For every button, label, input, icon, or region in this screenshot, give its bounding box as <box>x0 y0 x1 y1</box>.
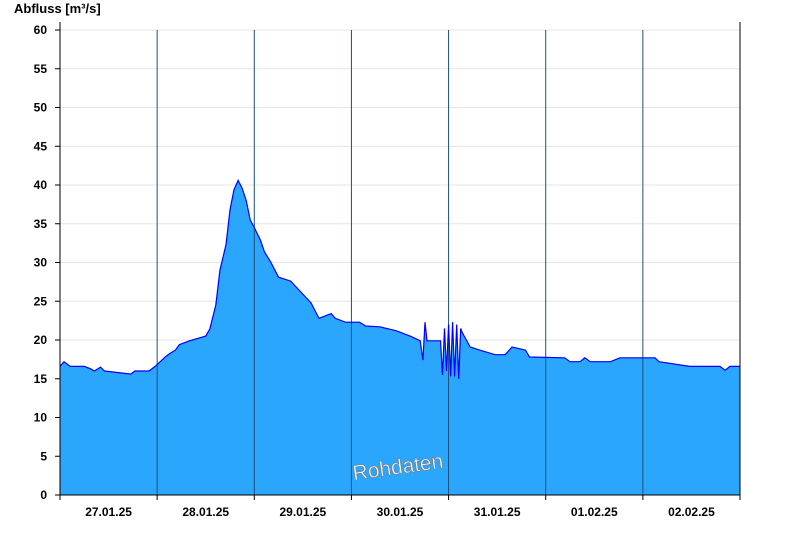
y-tick-label: 30 <box>34 256 48 270</box>
y-tick-label: 20 <box>34 333 48 347</box>
y-tick-label: 50 <box>34 101 48 115</box>
x-tick-label: 30.01.25 <box>377 505 424 519</box>
y-axis-label: Abfluss [m³/s] <box>14 1 101 16</box>
x-tick-label: 01.02.25 <box>571 505 618 519</box>
x-tick-label: 28.01.25 <box>182 505 229 519</box>
y-tick-label: 60 <box>34 23 48 37</box>
y-tick-label: 35 <box>34 217 48 231</box>
y-tick-label: 55 <box>34 62 48 76</box>
y-tick-label: 5 <box>40 449 47 463</box>
discharge-area <box>60 180 740 495</box>
y-tick-label: 15 <box>34 372 48 386</box>
x-tick-label: 29.01.25 <box>279 505 326 519</box>
x-tick-label: 31.01.25 <box>474 505 521 519</box>
x-tick-label: 02.02.25 <box>668 505 715 519</box>
y-tick-label: 0 <box>40 488 47 502</box>
x-tick-label: 27.01.25 <box>85 505 132 519</box>
x-ticks: 27.01.25 28.01.25 29.01.25 30.01.25 31.01.25… <box>59 495 741 519</box>
y-tick-label: 40 <box>34 178 48 192</box>
y-tick-label: 10 <box>34 411 48 425</box>
y-tick-label: 45 <box>34 139 48 153</box>
day-separators <box>156 30 644 495</box>
axes <box>59 22 741 496</box>
discharge-line <box>59 179 740 379</box>
y-tick-label: 25 <box>34 294 48 308</box>
y-ticks: 0 5 10 15 20 25 30 35 40 45 50 55 60 <box>34 23 60 502</box>
